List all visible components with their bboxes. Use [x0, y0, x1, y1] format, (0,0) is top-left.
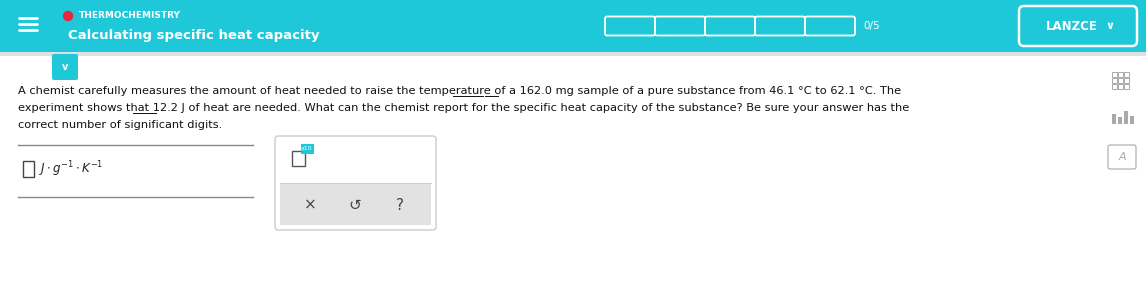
Text: 0/5: 0/5	[863, 21, 880, 31]
Text: ×: ×	[304, 198, 316, 212]
Text: ∨: ∨	[1106, 21, 1115, 31]
Bar	[0, 52, 1146, 56]
Bar	[292, 151, 305, 166]
Bar	[1112, 78, 1117, 83]
Bar	[1124, 84, 1129, 89]
Bar	[1118, 78, 1123, 83]
FancyBboxPatch shape	[275, 136, 435, 230]
Text: $J \cdot g^{-1} \cdot K^{-1}$: $J \cdot g^{-1} \cdot K^{-1}$	[39, 159, 103, 179]
Bar	[23, 161, 34, 177]
Bar	[0, 52, 1146, 286]
Bar	[1124, 78, 1129, 83]
Text: ↺: ↺	[348, 198, 361, 212]
Text: LANZCE: LANZCE	[1046, 19, 1098, 33]
Text: v: v	[62, 62, 69, 72]
Text: Calculating specific heat capacity: Calculating specific heat capacity	[68, 29, 320, 43]
FancyBboxPatch shape	[52, 54, 78, 80]
Bar	[1118, 84, 1123, 89]
Text: THERMOCHEMISTRY: THERMOCHEMISTRY	[79, 11, 181, 19]
Bar	[1118, 117, 1122, 124]
Bar	[1112, 72, 1117, 77]
Bar	[0, 0, 1146, 52]
Bar	[1112, 84, 1117, 89]
Text: correct number of significant digits.: correct number of significant digits.	[18, 120, 222, 130]
Bar	[1124, 111, 1128, 124]
Bar	[1118, 72, 1123, 77]
Text: ?: ?	[397, 198, 405, 212]
Bar	[301, 144, 314, 154]
Text: x10: x10	[301, 146, 313, 150]
Bar	[280, 183, 431, 225]
Text: A chemist carefully measures the amount of heat needed to raise the temperature : A chemist carefully measures the amount …	[18, 86, 901, 96]
Text: A: A	[1118, 152, 1125, 162]
Bar	[1112, 114, 1116, 124]
Circle shape	[63, 11, 72, 21]
Text: experiment shows that 12.2 J of heat are needed. What can the chemist report for: experiment shows that 12.2 J of heat are…	[18, 103, 909, 113]
Bar	[1124, 72, 1129, 77]
Bar	[1130, 116, 1135, 124]
